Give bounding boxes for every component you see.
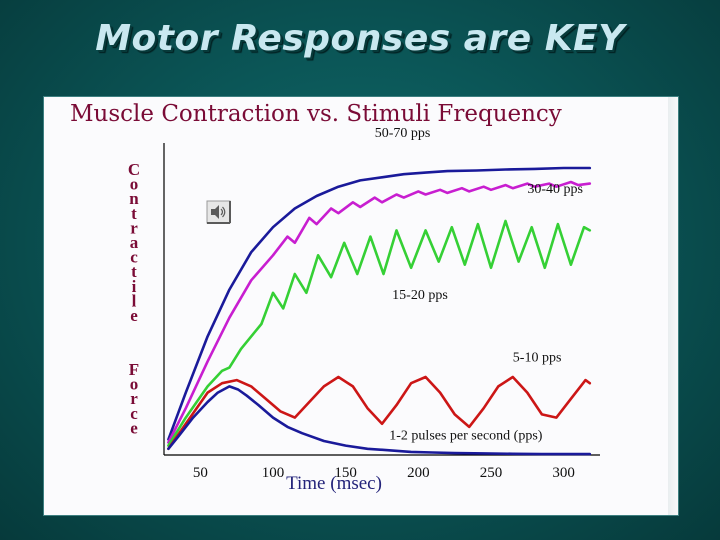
series-line-0 [167,166,592,441]
chart-panel: Muscle Contraction vs. Stimuli Frequency… [43,96,679,516]
series-label-3: 5-10 pps [513,350,562,365]
ylabel-top-letter: l [132,291,137,310]
series-line-4 [167,385,592,456]
series-line-3 [167,375,592,451]
series-label-4: 1-2 pulses per second (pps) [389,428,543,443]
ylabel-top-letter: n [129,189,139,208]
series-label-2: 15-20 pps [392,288,448,303]
ylabel-bottom-letter: r [130,389,138,408]
ylabel-top-letter: t [131,262,137,281]
x-tick-label: 200 [407,465,430,481]
ylabel-top-letter: e [130,306,138,325]
series-line-2 [167,219,592,447]
series-label-0: 50-70 pps [375,126,431,141]
series-label-1: 30-40 pps [527,182,583,197]
ylabel-top-letter: t [131,204,137,223]
series-labels: 50-70 pps 30-40 pps 15-20 pps 5-10 pps 1-2 p… [375,126,583,444]
ylabel-top-letter: C [128,160,140,179]
series-group [167,166,592,456]
x-tick-label: 300 [552,465,575,481]
chart-title: Muscle Contraction vs. Stimuli Frequency [70,101,562,127]
speaker-icon[interactable] [206,200,231,224]
ylabel-top-letter: i [132,277,137,296]
x-ticks: 50 100 150 200 250 300 [193,465,575,481]
ylabel-bottom-letter: o [130,375,139,394]
x-tick-label: 50 [193,465,208,481]
x-axis-label: Time (msec) [286,473,382,494]
ylabel-top-letter: r [130,218,138,237]
ylabel-bottom-letter: F [129,360,139,379]
ylabel-top-letter: o [130,175,139,194]
ylabel-top-letter: a [130,233,139,252]
slide-title: Motor Responses are KEY [95,18,625,59]
ylabel-bottom-letter: c [130,404,138,423]
series-line-1 [167,180,592,444]
ylabel-top-letter: c [130,248,138,267]
x-tick-label: 150 [334,465,357,481]
x-tick-label: 250 [480,465,503,481]
x-tick-label: 100 [262,465,285,481]
ylabel-bottom-letter: e [130,418,138,437]
